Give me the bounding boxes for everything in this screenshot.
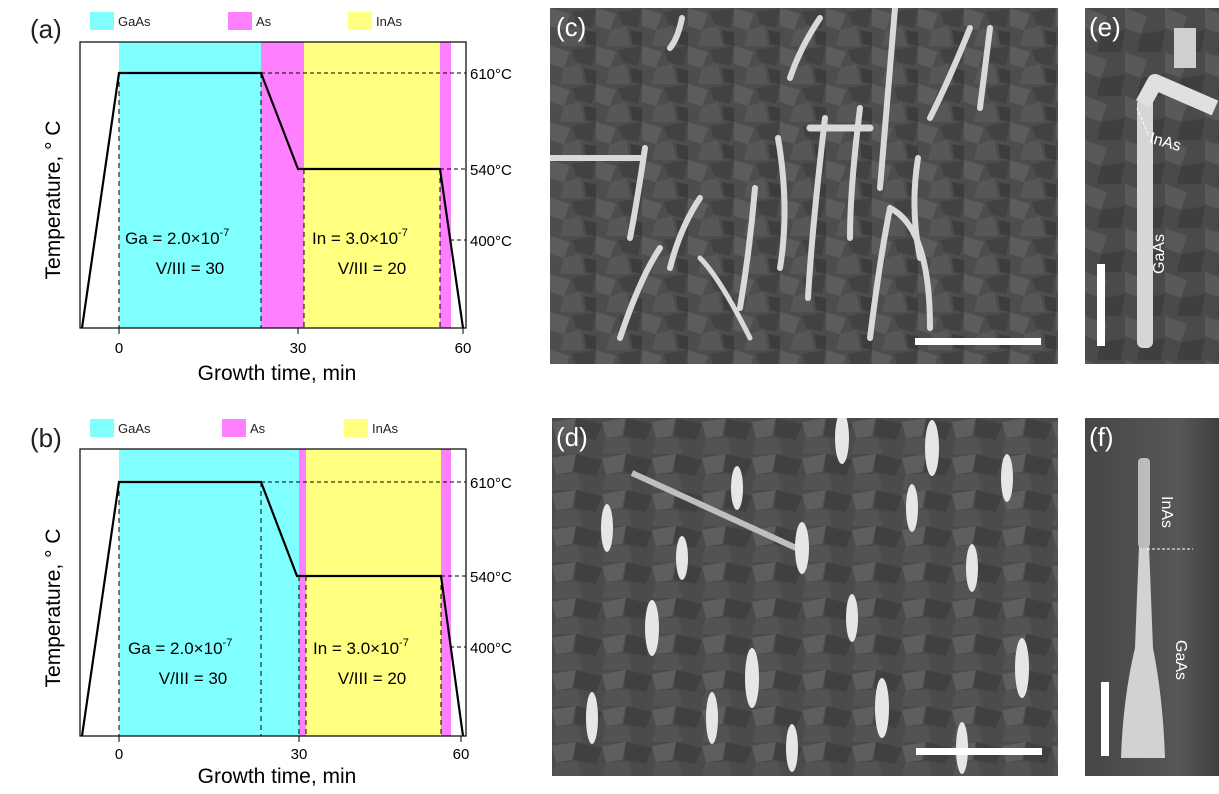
legend-swatch-as	[228, 12, 252, 30]
legend-label-inas: InAs	[372, 421, 399, 436]
panel-letter: (e)	[1089, 12, 1121, 42]
panel-letter: (a)	[30, 14, 62, 44]
legend-swatch-inas	[344, 419, 368, 437]
temp-label-540: 540°C	[470, 569, 512, 586]
panel-a: (a) GaAs As InAs 0 30 60 Growth time, mi…	[0, 0, 540, 395]
region-as-1	[299, 449, 306, 736]
temperature-profile-line	[80, 480, 465, 737]
panel-letter: (f)	[1089, 422, 1114, 452]
legend-label-gaas: GaAs	[118, 14, 151, 29]
growth-chart-a: (a) GaAs As InAs 0 30 60 Growth time, mi…	[30, 12, 512, 385]
temp-label-540: 540°C	[470, 162, 512, 179]
region-as-1	[261, 42, 304, 328]
legend-label-as: As	[256, 14, 272, 29]
plot-frame	[79, 448, 467, 737]
legend-label-as: As	[250, 421, 266, 436]
nanowire-inas-segment	[1135, 74, 1219, 116]
inas-label: InAs	[1158, 496, 1175, 529]
region-gaas	[119, 449, 299, 736]
gaas-label: GaAs	[1151, 233, 1168, 274]
nanowire-gaas-segment	[1121, 546, 1165, 758]
in-flux-text: In = 3.0×10-7	[312, 227, 408, 248]
substrate-texture	[550, 8, 1058, 364]
ga-ratio-text: V/III = 30	[156, 259, 225, 278]
region-gaas	[119, 42, 261, 328]
ga-flux-text: Ga = 2.0×10-7	[125, 227, 229, 248]
legend-swatch-inas	[348, 12, 372, 30]
in-ratio-text: V/III = 20	[338, 259, 407, 278]
in-ratio-text: V/III = 20	[338, 669, 407, 688]
sem-image-d: (d)	[552, 418, 1058, 776]
x-tick-label: 0	[115, 340, 123, 357]
y-axis-label: Temperature, ° C	[42, 121, 65, 280]
scale-bar	[1097, 264, 1105, 346]
ga-flux-text: Ga = 2.0×10-7	[128, 637, 232, 658]
substrate-texture	[552, 418, 1058, 776]
nanowire-gaas-segment	[1137, 98, 1153, 348]
scale-bar	[915, 338, 1041, 345]
x-tick-label: 30	[290, 340, 307, 357]
x-axis-label: Growth time, min	[198, 362, 357, 385]
legend-label-inas: InAs	[376, 14, 403, 29]
region-as-2	[440, 42, 451, 328]
region-as-2	[441, 449, 451, 736]
nanowires	[586, 418, 1029, 774]
legend-swatch-as	[222, 419, 246, 437]
temp-label-400: 400°C	[470, 233, 512, 250]
sem-image-f: (f) InAs GaAs	[1085, 418, 1219, 776]
region-inas	[304, 42, 440, 328]
temp-label-610: 610°C	[470, 475, 512, 492]
in-flux-text: In = 3.0×10-7	[313, 637, 409, 658]
panel-letter: (b)	[30, 423, 62, 453]
gaas-label: GaAs	[1172, 640, 1189, 681]
temperature-profile-line	[80, 71, 465, 329]
scale-bar	[1101, 682, 1109, 756]
legend-swatch-gaas	[90, 419, 114, 437]
panel-b: (b) GaAs As InAs 0 30 60 Growth time, mi…	[0, 405, 540, 789]
x-tick-label: 60	[455, 340, 472, 357]
scale-bar	[916, 748, 1042, 755]
sem-image-c: (c)	[550, 8, 1058, 364]
nanowire-inas-segment	[1138, 458, 1150, 548]
ga-ratio-text: V/III = 30	[159, 669, 228, 688]
x-tick-label: 0	[115, 746, 123, 763]
nanowires	[550, 8, 993, 341]
region-inas	[306, 449, 441, 736]
y-axis-label: Temperature, ° C	[42, 529, 65, 688]
sem-image-e: (e) InAs GaAs	[1085, 8, 1219, 364]
nanowire-horizontal	[630, 470, 809, 556]
plot-frame	[79, 41, 467, 329]
panel-letter: (c)	[556, 12, 587, 42]
temp-label-400: 400°C	[470, 640, 512, 657]
legend-swatch-gaas	[90, 12, 114, 30]
x-axis-label: Growth time, min	[198, 765, 357, 788]
growth-chart-b: (b) GaAs As InAs 0 30 60 Growth time, mi…	[30, 419, 512, 788]
temp-label-610: 610°C	[470, 66, 512, 83]
legend-label-gaas: GaAs	[118, 421, 151, 436]
x-tick-label: 60	[453, 746, 470, 763]
interface-marker	[1136, 107, 1150, 137]
panel-letter: (d)	[556, 422, 588, 452]
x-tick-label: 30	[291, 746, 308, 763]
